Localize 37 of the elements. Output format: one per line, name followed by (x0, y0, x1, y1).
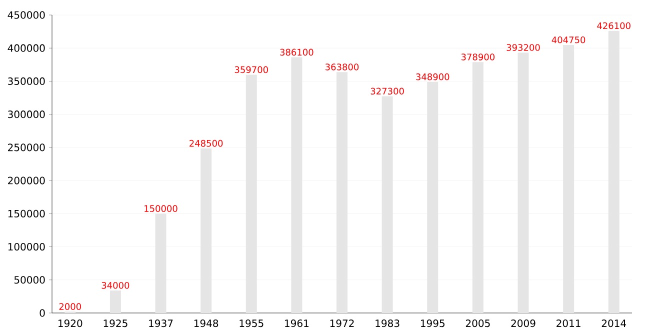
data-label: 393200 (506, 44, 540, 51)
data-label: 150000 (144, 205, 178, 212)
bar (110, 290, 121, 313)
y-tick-label: 200000 (8, 176, 45, 184)
y-tick-label: 150000 (8, 210, 45, 218)
x-tick-label: 2011 (556, 320, 580, 328)
data-label: 248500 (190, 140, 223, 147)
y-tick-label: 450000 (8, 11, 45, 19)
x-tick-label: 1925 (104, 320, 128, 328)
x-tick-label: 1937 (149, 320, 173, 328)
data-label: 2000 (59, 303, 81, 310)
y-tick-label: 400000 (8, 44, 45, 52)
x-tick-label: 1948 (194, 320, 218, 328)
data-label: 34000 (102, 282, 130, 289)
x-tick-label: 2014 (602, 320, 626, 328)
y-tick-label: 0 (40, 309, 45, 317)
x-tick-label: 1920 (58, 320, 82, 328)
data-label: 386100 (280, 48, 314, 56)
x-tick-label: 1955 (240, 320, 264, 328)
y-tick-label: 350000 (8, 77, 45, 85)
y-tick-label: 50000 (14, 276, 45, 284)
x-tick-label: 2005 (466, 320, 490, 328)
data-label: 348900 (416, 73, 450, 80)
data-label: 359700 (234, 66, 268, 74)
x-tick-label: 1961 (285, 320, 308, 328)
y-tick-label: 300000 (8, 110, 45, 118)
data-label: 378900 (461, 54, 495, 60)
data-label: 363800 (326, 64, 359, 70)
x-tick-label: 1995 (421, 320, 444, 328)
data-label: 327300 (370, 88, 404, 95)
x-tick-label: 1972 (330, 320, 354, 328)
data-label: 404750 (552, 36, 586, 44)
y-tick-label: 250000 (8, 144, 45, 152)
y-tick-label: 100000 (8, 242, 45, 251)
x-tick-label: 1983 (376, 320, 400, 328)
data-label: 426100 (597, 22, 630, 30)
x-tick-label: 2009 (511, 320, 536, 328)
